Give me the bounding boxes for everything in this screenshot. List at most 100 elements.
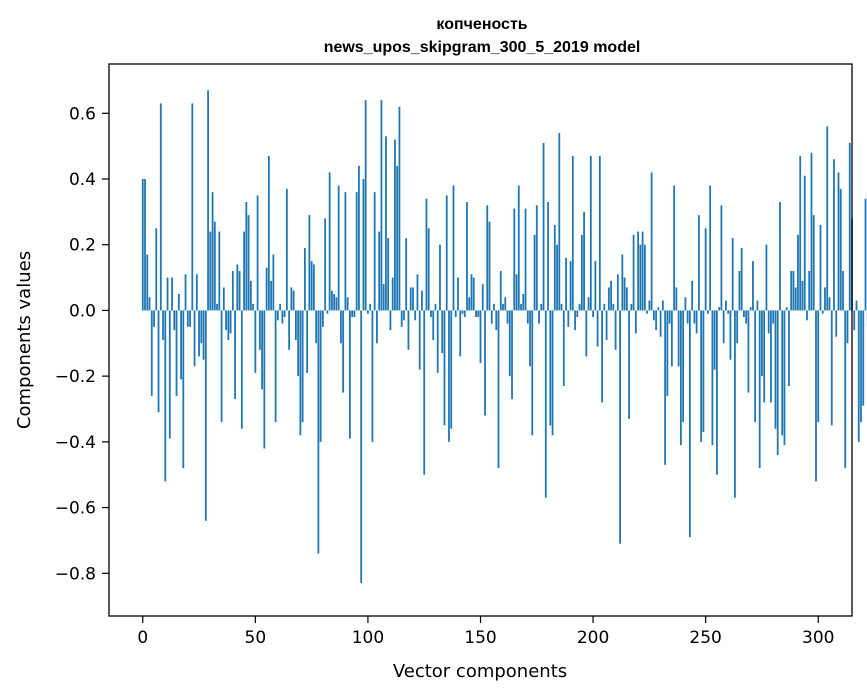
bar	[504, 297, 507, 311]
bar	[267, 156, 270, 311]
bar	[168, 310, 171, 439]
bar	[533, 234, 536, 311]
bar	[765, 244, 768, 311]
bar	[319, 310, 322, 442]
bar	[274, 310, 277, 423]
bar	[542, 142, 545, 311]
bar	[700, 310, 703, 442]
bar	[475, 310, 477, 317]
bar	[745, 310, 748, 324]
bar	[508, 310, 511, 377]
bar	[560, 303, 563, 311]
bar	[207, 90, 209, 311]
bar	[484, 310, 486, 416]
bar	[833, 159, 835, 311]
bar	[578, 303, 581, 311]
bar	[308, 215, 311, 311]
bar	[562, 310, 565, 386]
bar	[301, 310, 304, 423]
bar	[182, 310, 185, 469]
bar	[686, 310, 689, 324]
bar	[382, 284, 385, 311]
bar	[353, 310, 356, 317]
bar	[488, 221, 491, 311]
bar	[220, 310, 223, 423]
bar	[583, 211, 585, 311]
bar	[551, 310, 554, 436]
bar	[637, 231, 640, 311]
x-tick-label: 100	[352, 628, 384, 648]
bar	[409, 287, 412, 311]
bar	[490, 310, 493, 324]
bar	[864, 198, 867, 311]
bar	[155, 228, 158, 311]
bar	[713, 310, 716, 370]
bar	[695, 310, 698, 334]
y-tick-label: −0.8	[55, 564, 96, 584]
bar	[860, 310, 862, 423]
x-axis-ticks: 0 50 100 150 200 250 300	[137, 616, 834, 648]
bar	[448, 310, 450, 442]
bar	[427, 228, 430, 311]
bar	[463, 310, 466, 317]
bar	[364, 100, 367, 311]
bar	[454, 310, 457, 317]
bar	[378, 231, 381, 311]
bar	[430, 310, 432, 317]
bar	[204, 310, 207, 521]
bar	[738, 271, 741, 311]
bar	[315, 310, 318, 344]
bar	[436, 310, 439, 373]
bar	[808, 271, 811, 311]
bar	[553, 225, 556, 311]
bar	[704, 228, 707, 311]
bar	[495, 310, 498, 331]
bar	[630, 303, 633, 311]
bar	[276, 310, 279, 321]
bar	[303, 248, 306, 311]
bar	[515, 274, 518, 311]
bar	[369, 303, 372, 311]
bar	[344, 192, 347, 311]
bar	[394, 139, 396, 311]
bar	[817, 310, 820, 423]
bar	[664, 310, 667, 465]
bar	[815, 310, 817, 482]
bar	[227, 310, 230, 340]
bar	[243, 231, 245, 311]
bar	[342, 310, 345, 393]
bar	[857, 310, 860, 442]
bar	[222, 287, 225, 311]
bar	[258, 310, 261, 350]
bar	[801, 280, 804, 311]
x-tick-label: 250	[689, 628, 721, 648]
bar	[376, 310, 378, 344]
bar	[758, 310, 761, 469]
bar	[538, 310, 540, 324]
bar	[614, 310, 617, 350]
x-tick-label: 50	[245, 628, 267, 648]
bar	[254, 310, 257, 373]
bar	[526, 310, 529, 324]
bar	[211, 192, 214, 311]
bar	[785, 307, 788, 311]
bar	[175, 310, 178, 396]
bar	[423, 310, 426, 475]
bar	[256, 195, 259, 311]
x-tick-label: 300	[802, 628, 834, 648]
bar	[400, 310, 403, 327]
bar	[797, 234, 799, 311]
bar	[524, 208, 527, 311]
bar	[502, 303, 504, 311]
bar	[141, 179, 144, 311]
bar	[643, 244, 646, 311]
y-tick-label: 0.0	[69, 301, 96, 321]
bar	[731, 238, 734, 311]
bar	[729, 310, 732, 360]
bar	[749, 307, 752, 311]
bar	[477, 310, 480, 317]
bar	[159, 103, 162, 311]
bar	[328, 172, 331, 311]
bar	[272, 254, 275, 311]
